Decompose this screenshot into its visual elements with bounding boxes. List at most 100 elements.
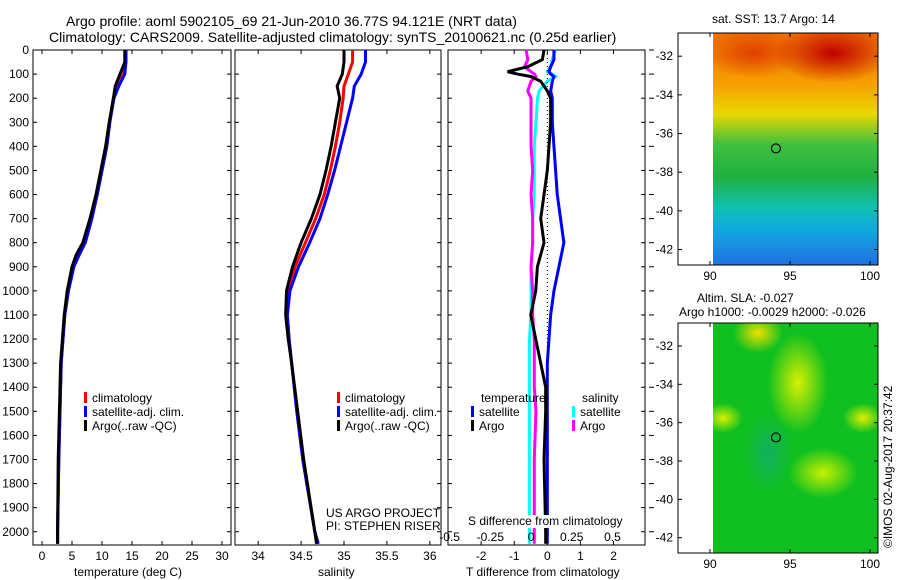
y-tick-label: 1500: [2, 404, 29, 418]
pi-annotation: PI: STEPHEN RISER: [326, 519, 441, 533]
s-tick-label: 0: [528, 530, 535, 544]
series-temperature-argo: [507, 49, 553, 544]
y-tick-label: 100: [9, 67, 29, 81]
y-tick-label: 1300: [2, 356, 29, 370]
imos-credit: ©IMOS 02-Aug-2017 20:37:42: [881, 385, 895, 548]
figure-title-line2: Climatology: CARS2009. Satellite-adjuste…: [49, 29, 617, 45]
x-tick-label: 1: [577, 549, 584, 563]
map-y-tick-label: -38: [656, 454, 674, 468]
map-y-tick-label: -34: [656, 88, 674, 102]
sst-map-image: [713, 33, 878, 265]
legend-s-argo: Argo: [572, 420, 605, 433]
x-tick-label: 15: [125, 549, 139, 563]
x-tick-label: 34: [251, 549, 265, 563]
y-tick-label: 1800: [2, 477, 29, 491]
y-tick-label: 200: [9, 91, 29, 105]
legend-marker-red: [84, 392, 87, 403]
sst-map-title: sat. SST: 13.7 Argo: 14: [712, 12, 835, 26]
legend-label: satellite-adj. clim.: [92, 405, 185, 419]
sla-map-subtitle: Argo h1000: -0.0029 h2000: -0.026: [679, 305, 866, 319]
legend-climatology: climatology: [84, 392, 152, 405]
x-tick-label: 0: [544, 549, 551, 563]
salinity-xlabel: salinity: [318, 565, 355, 579]
map-x-tick-label: 95: [783, 557, 797, 571]
series-argo-raw-qc-: [56, 50, 127, 544]
map-y-tick-label: -32: [656, 339, 674, 353]
legend-label: Argo(..raw -QC): [92, 419, 177, 433]
map-x-tick-label: 100: [860, 269, 880, 283]
legend-label: Argo: [580, 419, 606, 433]
y-tick-label: 1100: [3, 308, 29, 322]
map-x-tick-label: 95: [783, 269, 797, 283]
legend-marker-blue: [471, 406, 474, 417]
legend-label: satellite-adj. clim.: [345, 405, 438, 419]
plot-frame: [447, 49, 646, 546]
map-y-tick-label: -42: [656, 243, 674, 257]
temperature-xlabel: temperature (deg C): [74, 565, 183, 579]
legend-satellite: satellite-adj. clim.: [84, 406, 184, 419]
y-tick-label: 600: [9, 188, 29, 202]
y-tick-label: 300: [9, 115, 29, 129]
map-frame: [677, 322, 879, 554]
sla-map-title: Altim. SLA: -0.027: [697, 291, 794, 305]
series-argo-raw-qc-: [284, 50, 346, 545]
map-y-tick-label: -38: [656, 165, 674, 179]
series-salinity-argo: [522, 49, 538, 544]
x-tick-label: 30: [215, 549, 229, 563]
x-tick-label: 20: [155, 549, 169, 563]
y-tick-label: 1200: [2, 332, 29, 346]
legend-argo: Argo(..raw -QC): [337, 420, 430, 433]
y-tick-label: 900: [9, 260, 29, 274]
legend-marker-cyan: [572, 406, 575, 417]
y-tick-label: 1700: [2, 452, 29, 466]
map-x-tick-label: 90: [703, 269, 717, 283]
legend-label: climatology: [92, 391, 153, 405]
s-tick-label: 0.25: [560, 530, 584, 544]
s-tick-label: -0.25: [477, 530, 505, 544]
argo-location-marker: [770, 432, 782, 443]
legend-marker-blue: [84, 406, 87, 417]
x-tick-label: 35.5: [375, 549, 399, 563]
x-tick-label: 2: [610, 549, 617, 563]
series-temperature-satellite: [545, 50, 566, 544]
y-tick-label: 1400: [2, 380, 29, 394]
x-tick-label: -1: [509, 549, 520, 563]
legend-label: satellite: [580, 405, 621, 419]
legend-marker-blue: [337, 406, 340, 417]
legend-marker-red: [337, 392, 340, 403]
y-tick-label: 0: [22, 43, 29, 57]
legend-s-satellite: satellite: [572, 406, 621, 419]
map-y-tick-label: -32: [656, 49, 674, 63]
sla-map-image: [713, 323, 878, 553]
s-tick-label: 0.5: [604, 530, 621, 544]
y-tick-label: 400: [9, 139, 29, 153]
x-tick-label: -2: [476, 549, 487, 563]
x-tick-label: 5: [69, 549, 76, 563]
series-satellite-adj-clim-: [285, 50, 367, 545]
y-tick-label: 1600: [2, 428, 29, 442]
legend-marker-magenta: [572, 420, 575, 431]
legend-t-argo: Argo: [471, 420, 504, 433]
y-tick-label: 1900: [2, 501, 29, 515]
x-tick-label: 34.5: [289, 549, 313, 563]
legend-climatology: climatology: [337, 392, 405, 405]
map-y-tick-label: -40: [656, 204, 674, 218]
x-tick-label: 10: [95, 549, 109, 563]
legend-marker-black: [471, 420, 474, 431]
plot-frame: [234, 49, 442, 546]
legend-label: satellite: [479, 405, 520, 419]
legend-t-satellite: satellite: [471, 406, 520, 419]
map-y-tick-label: -36: [656, 416, 674, 430]
s-tick-label: -0.5: [439, 530, 460, 544]
s-diff-xlabel: S difference from climatology: [468, 514, 623, 528]
legend-label: climatology: [345, 391, 406, 405]
x-tick-label: 36: [423, 549, 437, 563]
legend-satellite: satellite-adj. clim.: [337, 406, 437, 419]
y-tick-label: 1000: [2, 284, 29, 298]
plot-frame: [32, 49, 232, 546]
map-y-tick-label: -42: [656, 531, 674, 545]
y-tick-label: 700: [9, 212, 29, 226]
legend-salinity-heading: salinity: [582, 391, 619, 405]
